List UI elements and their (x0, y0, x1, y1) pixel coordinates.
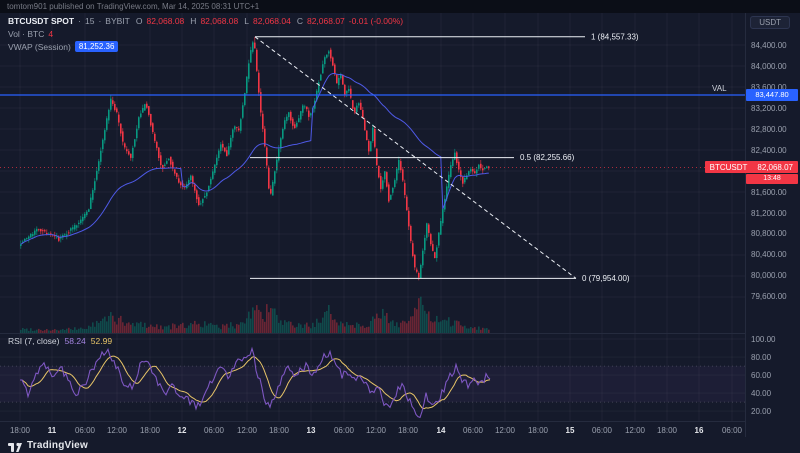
chart-legend: BTCUSDT SPOT · 15 · BYBIT O 82,068.08 H … (8, 15, 403, 54)
interval-label[interactable]: 15 (84, 15, 95, 26)
price-axis-label: 83,600.00 (751, 82, 787, 92)
rsi-band (0, 366, 745, 403)
volume-bars (20, 296, 490, 333)
price-axis-label: 82,800.00 (751, 124, 787, 134)
price-axis-label: 80,400.00 (751, 250, 787, 260)
brand-name[interactable]: TradingView (27, 439, 88, 451)
price-axis-label: 84,000.00 (751, 61, 787, 71)
rsi-axis-label: 100.00 (751, 334, 776, 344)
time-axis-label: 06:00 (721, 426, 743, 435)
price-axis-label: 81,600.00 (751, 187, 787, 197)
separator-dot: · (78, 15, 81, 26)
vwap-row: VWAP (Session) 81,252.36 (8, 41, 403, 52)
volume-label[interactable]: Vol · BTC (8, 28, 45, 39)
vwap-value: 81,252.36 (74, 41, 119, 52)
time-axis-label: 06:00 (333, 426, 355, 435)
symbol-row: BTCUSDT SPOT · 15 · BYBIT O 82,068.08 H … (8, 15, 403, 26)
pane-separator[interactable] (0, 333, 745, 334)
footer-bar: TradingView (0, 437, 800, 453)
price-axis-label: 83,200.00 (751, 103, 787, 113)
price-axis-border (745, 13, 746, 437)
time-axis-label: 13 (306, 426, 316, 435)
rsi-axis-label: 80.00 (751, 352, 772, 362)
time-axis[interactable]: 18:00 11 06:00 12:00 18:00 12 06:00 12:00 18:00 1… (0, 421, 745, 437)
rsi-value: 58.24 (64, 336, 86, 346)
time-axis-label: 06:00 (462, 426, 484, 435)
price-axis-label: 80,000.00 (751, 271, 787, 281)
tradingview-logo[interactable] (8, 439, 22, 452)
svg-text:1 (84,557.33): 1 (84,557.33) (591, 32, 639, 41)
price-axis-label: 79,600.00 (751, 292, 787, 302)
low-value: 82,068.04 (253, 15, 291, 26)
rsi-axis-label: 60.00 (751, 370, 772, 380)
time-axis-label: 06:00 (591, 426, 613, 435)
volume-row: Vol · BTC 4 (8, 28, 403, 39)
time-axis-label: 12:00 (494, 426, 516, 435)
rsi-axis-label: 20.00 (751, 406, 772, 416)
val-line-label: VAL (712, 84, 727, 93)
grid-lines (0, 13, 745, 333)
last-price-value: 82,068.07 (757, 162, 793, 172)
rsi-pane-canvas[interactable] (0, 334, 745, 421)
time-axis-label: 18:00 (139, 426, 161, 435)
price-axis-label: 80,800.00 (751, 229, 787, 239)
high-value: 82,068.08 (200, 15, 239, 26)
svg-text:0.5 (82,255.66): 0.5 (82,255.66) (520, 153, 575, 162)
currency-toggle[interactable]: USDT (750, 16, 790, 29)
price-axis-label: 84,400.00 (751, 40, 787, 50)
fib-retracement: 1 (84,557.33) 0.5 (82,255.66) 0 (79,954.00… (250, 32, 639, 283)
time-axis-label: 18:00 (268, 426, 290, 435)
svg-text:0 (79,954.00): 0 (79,954.00) (582, 274, 630, 283)
time-axis-label: 06:00 (74, 426, 96, 435)
open-value: 82,068.08 (146, 15, 185, 26)
rsi-title[interactable]: RSI (7, close) (8, 336, 60, 346)
candles-layer (20, 36, 490, 281)
time-axis-label: 12 (177, 426, 187, 435)
time-axis-label: 12:00 (624, 426, 646, 435)
time-axis-label: 06:00 (203, 426, 225, 435)
time-axis-label: 18:00 (397, 426, 419, 435)
time-axis-label: 14 (436, 426, 446, 435)
price-chart-canvas[interactable]: 1 (84,557.33) 0.5 (82,255.66) 0 (79,954.00… (0, 13, 745, 333)
symbol-title[interactable]: BTCUSDT SPOT (8, 15, 75, 26)
rsi-line (19, 346, 491, 419)
change-value: -0.01 (-0.00%) (348, 15, 404, 26)
time-axis-label: 12:00 (106, 426, 128, 435)
separator-dot: · (98, 15, 102, 26)
volume-value: 4 (48, 28, 54, 39)
time-axis-label: 15 (565, 426, 575, 435)
time-axis-label: 16 (694, 426, 704, 435)
time-axis-label: 11 (47, 426, 57, 435)
rsi-ma-value: 52.99 (90, 336, 113, 346)
bar-countdown-badge: 13:48 (746, 174, 798, 185)
close-value: 82,068.07 (306, 15, 345, 26)
price-axis[interactable]: 84,400.00 84,000.00 83,600.00 83,200.00 82,8… (746, 13, 800, 421)
time-axis-label: 18:00 (527, 426, 549, 435)
attribution-bar: tomtom901 published on TradingView.com, … (0, 0, 800, 13)
open-label: O (135, 15, 143, 26)
rsi-legend: RSI (7, close) 58.24 52.99 (8, 336, 112, 346)
exchange-label: BYBIT (105, 15, 130, 26)
time-axis-label: 12:00 (236, 426, 258, 435)
last-price-symbol: BTCUSDT (709, 162, 748, 172)
time-axis-label: 12:00 (365, 426, 387, 435)
val-axis-badge: 83,447.80 (746, 89, 798, 101)
attribution-text: tomtom901 published on TradingView.com, … (7, 2, 260, 11)
vwap-line (20, 73, 489, 245)
vwap-label[interactable]: VWAP (Session) (8, 41, 71, 52)
price-axis-label: 81,200.00 (751, 208, 787, 218)
rsi-ma-line (20, 355, 491, 410)
last-price-badge: BTCUSDT 82,068.07 (704, 161, 798, 174)
low-label: L (244, 15, 249, 26)
high-label: H (190, 15, 197, 26)
price-axis-label: 82,400.00 (751, 145, 787, 155)
rsi-axis-label: 40.00 (751, 388, 772, 398)
rsi-grid (0, 334, 745, 421)
time-axis-label: 18:00 (9, 426, 31, 435)
close-label: C (296, 15, 303, 26)
time-axis-label: 18:00 (656, 426, 678, 435)
